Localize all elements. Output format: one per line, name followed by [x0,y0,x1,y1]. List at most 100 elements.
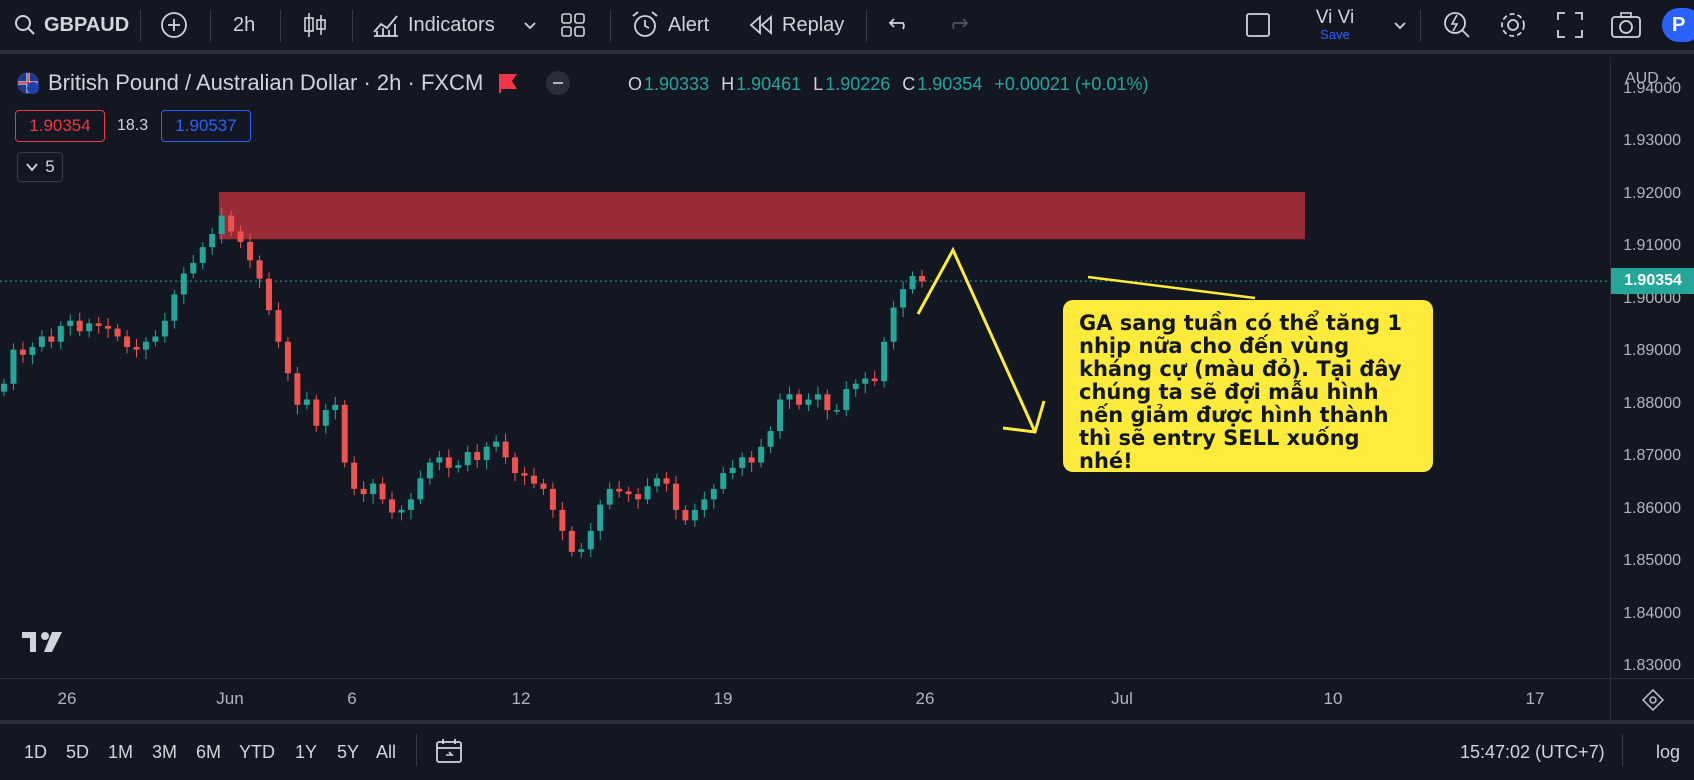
buy-price-button[interactable]: 1.90537 [161,110,251,142]
candle [578,542,585,559]
chart-type-button[interactable] [302,0,328,50]
price-axis[interactable]: AUD 1.94000 1.93000 1.92000 1.91000 1.90000 1… [1610,58,1694,678]
replay-label: Replay [782,13,845,36]
low-value: 1.90226 [825,74,891,94]
range-button-ytd[interactable]: YTD [239,742,275,762]
price-tick-label: 1.86000 [1623,499,1681,517]
high-label: H [721,74,735,94]
redo-button[interactable] [945,0,969,50]
save-label: Save [1320,27,1350,42]
candle-body [720,473,727,489]
range-button-5d[interactable]: 5D [66,742,90,762]
chevron-down-icon [524,22,536,30]
annotation-callout[interactable]: GA sang tuần có thể tăng 1 nhịp nữa cho … [1063,300,1433,473]
candle [152,330,159,347]
indicators-button[interactable]: Indicators [372,0,495,50]
candle-body [767,431,774,447]
indicators-collapse-button[interactable]: 5 [17,152,63,182]
candle-body [900,289,907,308]
replay-button[interactable]: Replay [748,0,844,50]
undo-button[interactable] [888,0,912,50]
time-tick-label: 10 [1323,689,1343,708]
resistance-zone[interactable] [219,191,1305,240]
divider [210,10,211,42]
candle [57,321,64,350]
close-value: 1.90354 [917,74,983,94]
candle-body [493,441,500,447]
layout-save-button[interactable]: Vi Vi Save [1308,0,1362,50]
candle-body [512,457,519,474]
time-axis[interactable]: 26 Jun 6 12 19 26 Jul 10 17 [0,678,1610,721]
goto-date-button[interactable] [434,736,464,771]
candle-body [436,457,443,463]
candle [180,267,187,304]
minus-icon[interactable] [545,70,571,96]
compare-button[interactable] [160,0,188,50]
candle-body [814,394,821,400]
candle [417,470,424,505]
sell-price-button[interactable]: 1.90354 [15,110,105,142]
range-button-1m[interactable]: 1M [108,742,134,762]
candle [644,478,651,505]
candle-body [218,215,225,235]
candle-body [597,504,604,531]
candle-body [275,310,282,342]
publish-button[interactable]: P [1662,8,1694,42]
flag-marker-icon[interactable] [497,72,519,94]
axis-settings-button[interactable] [1610,678,1694,721]
currency-selector[interactable]: AUD [1625,70,1677,88]
candle-body [701,499,708,510]
candle [105,318,112,339]
collapsed-count: 5 [45,157,55,176]
projection-arrow[interactable] [916,246,1037,433]
range-button-5y[interactable]: 5Y [337,742,360,762]
log-scale-toggle[interactable]: log [1656,742,1681,762]
range-button-1y[interactable]: 1Y [295,742,318,762]
symbol-search[interactable]: GBPAUD [14,0,129,50]
range-button-all[interactable]: All [376,742,397,762]
candle [767,426,774,454]
settings-button[interactable] [1498,0,1528,50]
candle-body [284,341,291,374]
range-button-1d[interactable]: 1D [24,742,48,762]
candle-body [862,378,869,384]
fullscreen-toggle[interactable] [1245,0,1271,50]
candle [606,482,613,510]
candle [871,370,878,386]
layout-dropdown[interactable] [1392,0,1408,50]
timezone-clock[interactable]: 15:47:02 (UTC+7) [1460,742,1605,762]
candle [625,486,632,502]
candle-body [57,325,64,342]
candle-body [682,509,689,521]
range-button-3m[interactable]: 3M [152,742,178,762]
candle [493,435,500,452]
indicators-icon [373,15,398,37]
divider [280,10,281,42]
candle-body [871,378,878,382]
layouts-button[interactable] [560,0,586,50]
fullscreen-button[interactable] [1556,0,1584,50]
candle-body [521,473,528,476]
candle [881,337,888,388]
indicators-dropdown[interactable] [522,0,538,50]
divider [352,10,353,42]
snapshot-button[interactable] [1610,0,1642,50]
interval-button[interactable]: 2h [233,0,255,50]
range-button-6m[interactable]: 6M [196,742,222,762]
candle [1,379,7,397]
bid-value: 1.90354 [29,116,91,135]
candle-body [691,509,698,521]
quick-search-button[interactable] [1442,0,1472,50]
candle [530,467,537,489]
price-tick-label: 1.94000 [1623,79,1681,97]
high-value: 1.90461 [736,74,802,94]
chart-canvas[interactable] [0,58,1610,678]
candle [161,312,168,343]
alert-button[interactable]: Alert [630,0,709,50]
candle [10,343,17,391]
candle [701,491,708,518]
candle [710,484,717,509]
trend-line[interactable] [1087,275,1256,300]
tradingview-logo[interactable] [22,632,62,652]
chart-title[interactable]: British Pound / Australian Dollar · 2h ·… [48,70,484,95]
